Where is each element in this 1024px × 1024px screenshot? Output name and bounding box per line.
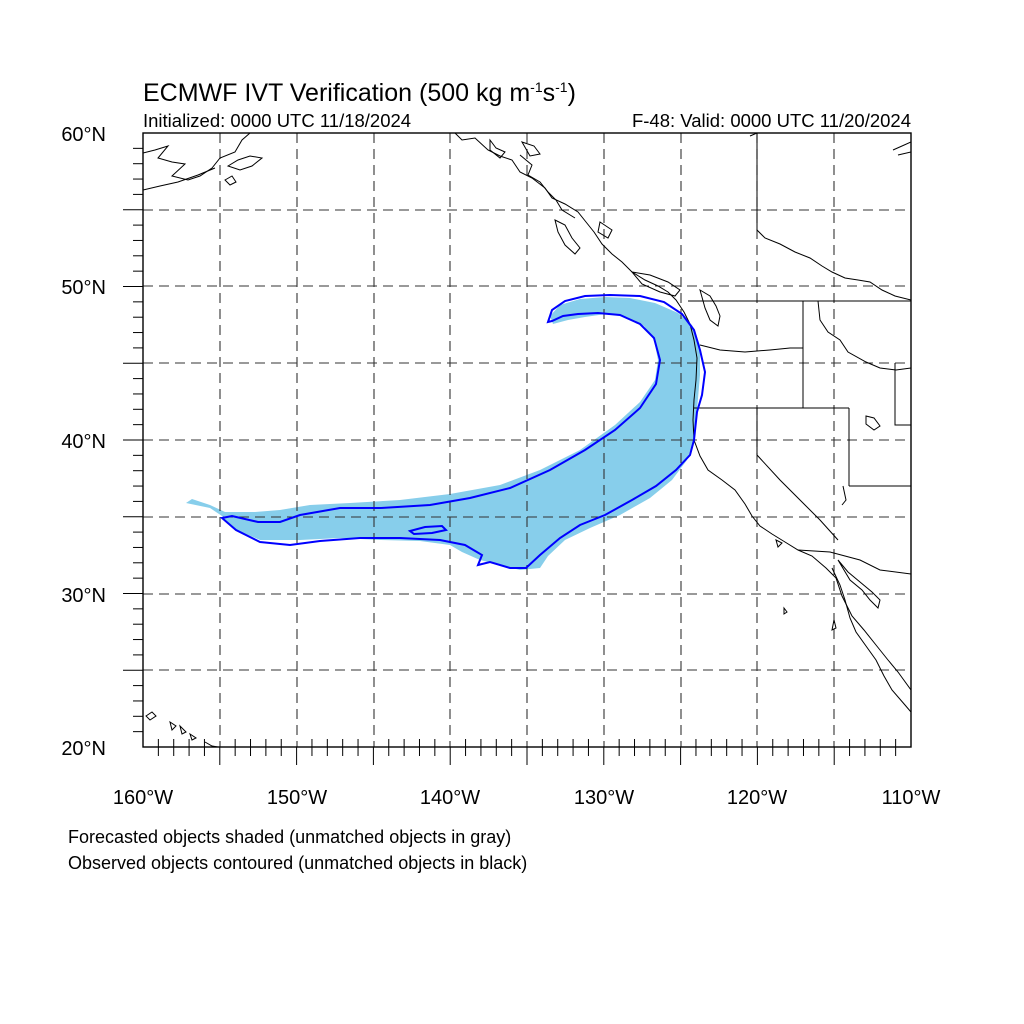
lat-label-60n: 60°N (61, 124, 106, 146)
latitude-labels: 20°N 30°N 40°N 50°N 60°N (61, 124, 106, 760)
lon-label-150w: 150°W (267, 787, 327, 809)
initialized-label: Initialized: 0000 UTC 11/18/2024 (143, 110, 412, 131)
lon-label-140w: 140°W (420, 787, 480, 809)
lat-label-50n: 50°N (61, 277, 106, 299)
lon-label-110w: 110°W (882, 787, 941, 809)
legend-note-forecast: Forecasted objects shaded (unmatched obj… (68, 827, 512, 847)
lat-label-20n: 20°N (61, 738, 106, 760)
lat-label-30n: 30°N (61, 585, 106, 607)
lon-label-160w: 160°W (113, 787, 173, 809)
lat-lon-grid (143, 133, 911, 747)
observed-object-contour-inner (407, 524, 449, 536)
valid-time-label: F-48: Valid: 0000 UTC 11/20/2024 (631, 110, 911, 131)
forecast-object-shading (186, 297, 700, 570)
longitude-labels: 160°W 150°W 140°W 130°W 120°W 110°W (113, 787, 941, 809)
figure-title: ECMWF IVT Verification (500 kg m-1s-1) (143, 79, 576, 107)
observed-object-contour (219, 293, 707, 569)
coastlines (143, 133, 911, 747)
lon-label-130w: 130°W (574, 787, 634, 809)
lat-label-40n: 40°N (61, 431, 106, 453)
axis-ticks (123, 147, 897, 765)
lon-label-120w: 120°W (727, 787, 787, 809)
legend-note-observed: Observed objects contoured (unmatched ob… (68, 853, 528, 873)
